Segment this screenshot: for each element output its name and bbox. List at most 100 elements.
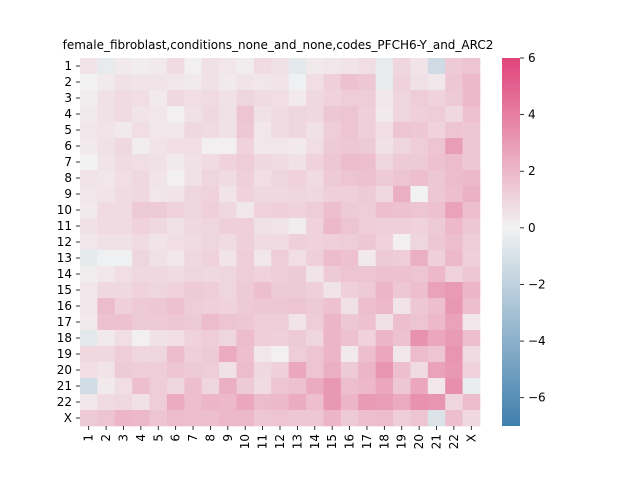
heatmap-cell bbox=[201, 298, 220, 315]
heatmap-cell bbox=[114, 378, 133, 395]
heatmap-cell bbox=[427, 122, 446, 139]
heatmap-cell bbox=[253, 266, 272, 283]
heatmap-cell bbox=[114, 362, 133, 379]
heatmap-cell bbox=[358, 266, 376, 283]
y-tick-label: 22 bbox=[57, 395, 72, 409]
heatmap-cell bbox=[271, 202, 289, 219]
heatmap-cell bbox=[306, 90, 324, 107]
heatmap-cell bbox=[445, 346, 463, 363]
heatmap-cell bbox=[323, 298, 342, 315]
heatmap-cell bbox=[306, 186, 324, 203]
heatmap-cell bbox=[340, 266, 359, 283]
heatmap-cell bbox=[236, 378, 255, 395]
x-tick-labels: 1 2 3 4 5 6 7 8 9 10 11 12 13 14 15 16 17 18 19 20 21 22 X bbox=[82, 426, 478, 449]
heatmap-cell bbox=[445, 58, 463, 75]
heatmap-cell bbox=[410, 106, 429, 123]
heatmap-cell bbox=[375, 410, 394, 427]
heatmap-cell bbox=[201, 314, 220, 331]
heatmap-cell bbox=[166, 170, 185, 187]
heatmap-cell bbox=[97, 186, 116, 203]
heatmap-cell bbox=[219, 154, 237, 171]
heatmap-cell bbox=[393, 394, 411, 411]
heatmap-cell bbox=[166, 330, 185, 347]
heatmap-cell bbox=[201, 394, 220, 411]
heatmap-cell bbox=[219, 202, 237, 219]
heatmap-cell bbox=[462, 298, 481, 315]
heatmap-cell bbox=[97, 330, 116, 347]
heatmap-cell bbox=[410, 346, 429, 363]
heatmap-cell bbox=[166, 138, 185, 155]
heatmap-cell bbox=[201, 330, 220, 347]
heatmap-cell bbox=[236, 410, 255, 427]
heatmap-cell bbox=[236, 266, 255, 283]
heatmap-cell bbox=[219, 314, 237, 331]
heatmap-cell bbox=[236, 186, 255, 203]
heatmap-cell bbox=[462, 90, 481, 107]
heatmap-cell bbox=[410, 362, 429, 379]
heatmap-cell bbox=[375, 330, 394, 347]
heatmap-cell bbox=[166, 106, 185, 123]
heatmap-cell bbox=[288, 410, 307, 427]
heatmap-cell bbox=[427, 234, 446, 251]
heatmap-cell bbox=[80, 346, 98, 363]
heatmap-cell bbox=[462, 362, 481, 379]
heatmap-cell bbox=[410, 330, 429, 347]
heatmap-cell bbox=[393, 218, 411, 235]
heatmap-cell bbox=[288, 234, 307, 251]
heatmap-cell bbox=[393, 282, 411, 299]
heatmap-cell bbox=[114, 346, 133, 363]
heatmap-cell bbox=[410, 234, 429, 251]
heatmap-cell bbox=[358, 74, 376, 91]
heatmap-cell bbox=[184, 330, 203, 347]
heatmap-cell bbox=[306, 346, 324, 363]
heatmap-cell bbox=[462, 314, 481, 331]
y-tick-label: 18 bbox=[57, 331, 72, 345]
heatmap-cell bbox=[323, 186, 342, 203]
heatmap-cell bbox=[462, 218, 481, 235]
heatmap-cell bbox=[306, 314, 324, 331]
heatmap-cell bbox=[375, 362, 394, 379]
heatmap-cell bbox=[445, 122, 463, 139]
heatmap-cell bbox=[184, 90, 203, 107]
heatmap-cell bbox=[219, 218, 237, 235]
heatmap-cell bbox=[393, 298, 411, 315]
colorbar bbox=[502, 58, 520, 426]
heatmap-cell bbox=[462, 170, 481, 187]
heatmap-cell bbox=[132, 122, 150, 139]
heatmap-cell bbox=[410, 170, 429, 187]
heatmap-cell bbox=[340, 234, 359, 251]
heatmap-cell bbox=[253, 378, 272, 395]
heatmap-cells bbox=[80, 58, 481, 427]
heatmap-cell bbox=[271, 58, 289, 75]
heatmap-cell bbox=[427, 218, 446, 235]
heatmap-cell bbox=[236, 250, 255, 267]
heatmap-cell bbox=[427, 298, 446, 315]
heatmap-cell bbox=[445, 202, 463, 219]
heatmap-cell bbox=[306, 122, 324, 139]
heatmap-cell bbox=[80, 154, 98, 171]
heatmap-cell bbox=[114, 186, 133, 203]
heatmap-cell bbox=[149, 346, 168, 363]
heatmap-cell bbox=[393, 410, 411, 427]
heatmap-cell bbox=[375, 298, 394, 315]
heatmap-cell bbox=[271, 298, 289, 315]
heatmap-cell bbox=[323, 314, 342, 331]
heatmap-cell bbox=[97, 154, 116, 171]
heatmap-cell bbox=[288, 298, 307, 315]
heatmap-cell bbox=[288, 314, 307, 331]
heatmap-cell bbox=[375, 218, 394, 235]
heatmap-cell bbox=[132, 410, 150, 427]
heatmap-cell bbox=[375, 154, 394, 171]
heatmap-cell bbox=[166, 186, 185, 203]
heatmap-cell bbox=[149, 330, 168, 347]
y-tick-label: 16 bbox=[57, 299, 72, 313]
heatmap-cell bbox=[306, 378, 324, 395]
heatmap-cell bbox=[358, 330, 376, 347]
x-tick-label: 13 bbox=[290, 434, 304, 449]
x-tick-label: 15 bbox=[325, 434, 339, 449]
heatmap-cell bbox=[427, 314, 446, 331]
heatmap-cell bbox=[80, 378, 98, 395]
heatmap-cell bbox=[271, 186, 289, 203]
